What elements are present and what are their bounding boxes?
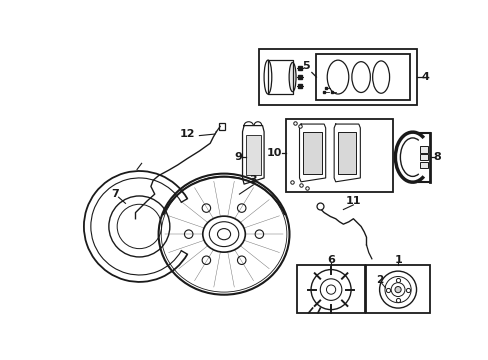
Bar <box>218 122 224 130</box>
Bar <box>316 54 409 100</box>
Text: 5: 5 <box>301 61 309 71</box>
Bar <box>420 147 427 153</box>
Circle shape <box>184 230 193 238</box>
Text: 11: 11 <box>345 196 361 206</box>
Text: 7: 7 <box>111 189 118 199</box>
Text: 12: 12 <box>180 129 195 139</box>
Circle shape <box>237 256 245 265</box>
Circle shape <box>202 256 210 265</box>
Bar <box>245 135 261 175</box>
Text: 6: 6 <box>326 255 334 265</box>
Text: 4: 4 <box>421 72 429 82</box>
Bar <box>258 49 416 105</box>
Text: 10: 10 <box>266 148 281 158</box>
Bar <box>337 132 356 174</box>
Circle shape <box>394 287 400 293</box>
Circle shape <box>202 204 210 212</box>
Text: 3: 3 <box>249 175 257 185</box>
Text: 1: 1 <box>393 255 401 265</box>
Bar <box>297 265 364 313</box>
Bar <box>366 265 429 313</box>
Circle shape <box>237 204 245 212</box>
Ellipse shape <box>288 62 295 92</box>
Bar <box>285 119 393 192</box>
Text: 8: 8 <box>432 152 440 162</box>
Bar <box>420 162 427 168</box>
Bar <box>420 154 427 160</box>
Text: 2: 2 <box>375 275 383 285</box>
Text: 9: 9 <box>233 152 242 162</box>
Circle shape <box>255 230 263 238</box>
Bar <box>303 132 321 174</box>
